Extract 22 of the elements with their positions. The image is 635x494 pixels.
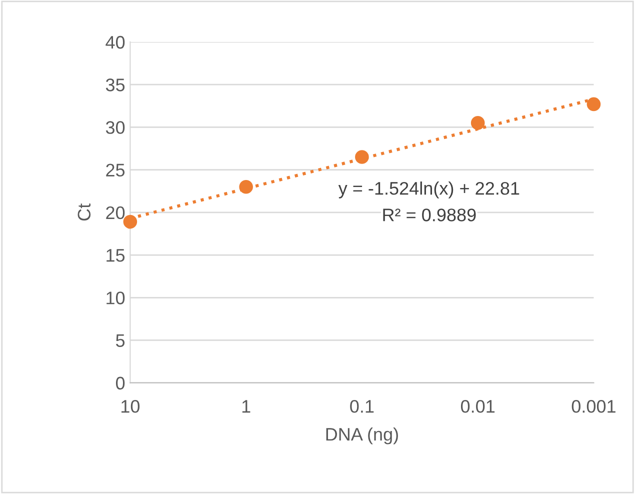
point xyxy=(470,116,485,130)
x-tick-label: 0.001 xyxy=(572,400,616,413)
y-tick-label: 30 xyxy=(106,121,125,134)
x-axis-title: DNA (ng) xyxy=(326,427,398,444)
y-tick-label: 0 xyxy=(116,376,125,390)
y-tick-label: 25 xyxy=(106,164,125,177)
point xyxy=(355,150,369,164)
y-tick-label: 40 xyxy=(106,36,125,49)
y-axis-title: Ct xyxy=(78,204,91,221)
y-tick-label: 10 xyxy=(106,292,125,304)
y-tick-label: 5 xyxy=(116,334,125,347)
point xyxy=(586,97,601,112)
point xyxy=(123,214,138,229)
y-tick-label: 35 xyxy=(106,78,125,92)
x-tick-label: 0.01 xyxy=(460,400,495,413)
y-tick-label: 20 xyxy=(106,206,125,220)
annotation: R² = 0.9889 xyxy=(383,208,476,222)
point xyxy=(239,180,253,194)
y-tick-label: 15 xyxy=(106,249,125,262)
x-tick-label: 1 xyxy=(242,400,250,413)
annotation: y = -1.524ln(x) + 22.81 xyxy=(338,182,520,198)
x-tick-label: 0.1 xyxy=(350,400,374,413)
